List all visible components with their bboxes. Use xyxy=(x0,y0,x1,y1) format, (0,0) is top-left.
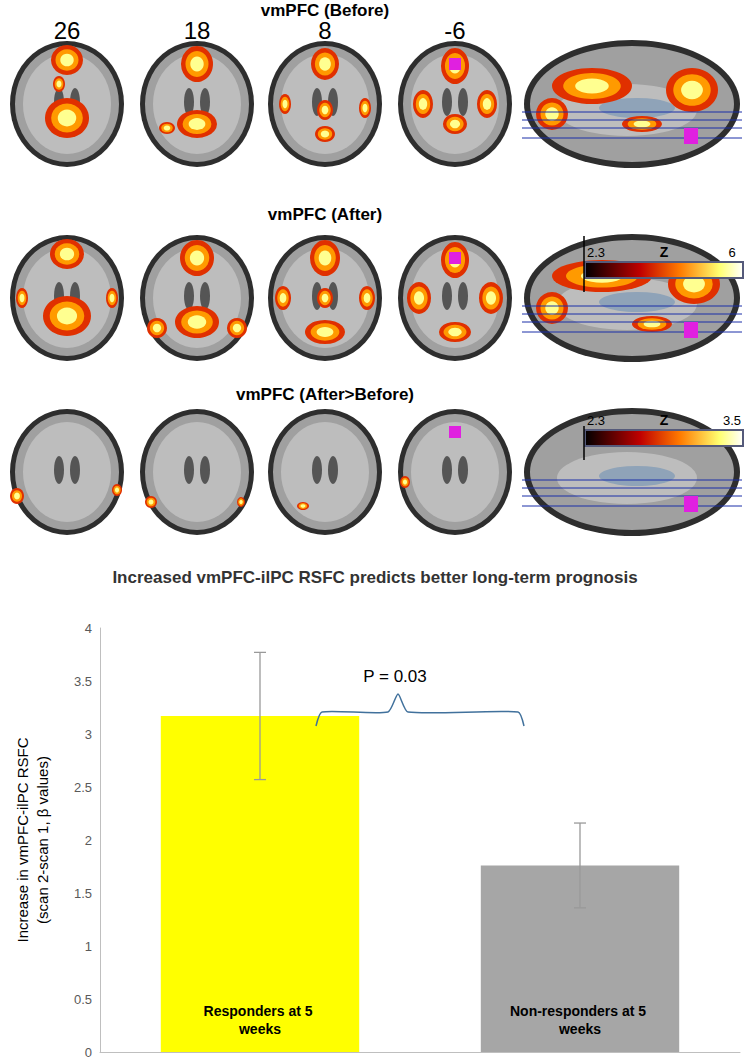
svg-text:2.5: 2.5 xyxy=(74,780,92,795)
svg-text:3.5: 3.5 xyxy=(723,413,741,428)
svg-text:Non-responders at 5: Non-responders at 5 xyxy=(510,1003,650,1019)
svg-text:6: 6 xyxy=(728,245,735,260)
svg-text:2.3: 2.3 xyxy=(587,245,605,260)
svg-text:weeks: weeks xyxy=(238,1021,281,1037)
svg-text:Z: Z xyxy=(660,244,669,260)
svg-text:0.5: 0.5 xyxy=(74,992,92,1007)
svg-text:2: 2 xyxy=(85,833,92,848)
svg-text:Responders at 5: Responders at 5 xyxy=(204,1003,317,1019)
svg-text:Increase in vmPFC-ilPC RSFC: Increase in vmPFC-ilPC RSFC xyxy=(14,737,31,942)
svg-text:3.5: 3.5 xyxy=(74,674,92,689)
svg-text:26: 26 xyxy=(54,17,81,44)
svg-text:vmPFC (After>Before): vmPFC (After>Before) xyxy=(236,385,414,404)
svg-text:8: 8 xyxy=(318,17,331,44)
svg-text:Z: Z xyxy=(660,412,669,428)
svg-text:3: 3 xyxy=(85,727,92,742)
svg-text:0: 0 xyxy=(85,1045,92,1060)
svg-text:weeks: weeks xyxy=(558,1021,601,1037)
svg-text:1: 1 xyxy=(85,939,92,954)
svg-text:2.3: 2.3 xyxy=(587,413,605,428)
svg-text:4: 4 xyxy=(85,621,92,636)
svg-text:18: 18 xyxy=(184,17,211,44)
svg-text:vmPFC (After): vmPFC (After) xyxy=(268,205,382,224)
svg-text:-6: -6 xyxy=(444,17,465,44)
svg-text:vmPFC (Before): vmPFC (Before) xyxy=(260,1,390,20)
svg-text:(scan 2-scan 1, β values): (scan 2-scan 1, β values) xyxy=(34,756,51,924)
svg-text:Increased vmPFC-ilPC RSFC pred: Increased vmPFC-ilPC RSFC predicts bette… xyxy=(112,568,637,587)
svg-text:1.5: 1.5 xyxy=(74,886,92,901)
svg-text:P = 0.03: P = 0.03 xyxy=(363,667,427,686)
